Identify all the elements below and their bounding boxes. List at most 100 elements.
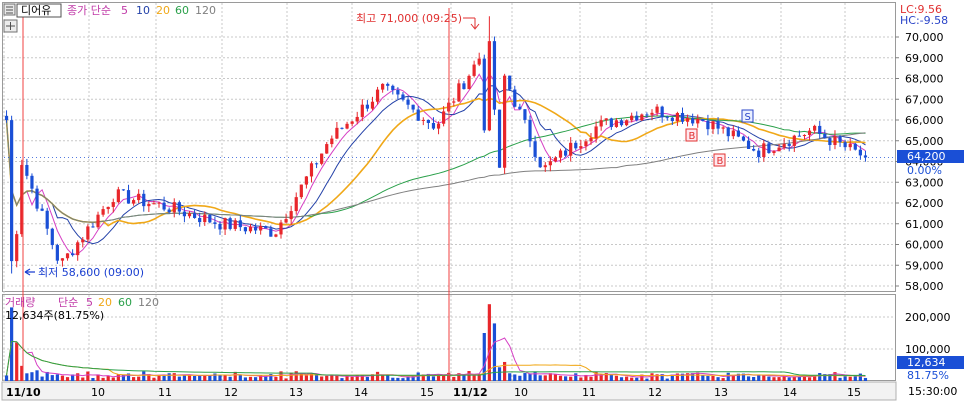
- volume-bar: [340, 378, 344, 381]
- volume-bar: [116, 374, 120, 381]
- candle-body: [172, 202, 176, 213]
- candle-body: [375, 89, 380, 102]
- volume-bar: [711, 376, 715, 381]
- volume-bar: [406, 376, 410, 381]
- candle-body: [101, 209, 105, 215]
- volume-bar: [706, 376, 710, 381]
- volume-bar: [126, 373, 131, 381]
- volume-bar: [111, 377, 115, 381]
- volume-bar: [528, 373, 532, 381]
- volume-bar: [635, 377, 639, 381]
- volume-bar: [65, 377, 70, 381]
- volume-bar: [274, 376, 278, 381]
- candle-body: [477, 58, 481, 65]
- volume-bar: [685, 373, 690, 381]
- volume-bar: [548, 373, 552, 381]
- candle-body: [757, 150, 761, 158]
- candle-body: [15, 234, 19, 262]
- candle-body: [579, 146, 583, 149]
- candle-body: [624, 120, 629, 126]
- volume-bar: [386, 374, 390, 381]
- candle-body: [807, 130, 812, 135]
- candle-body: [863, 155, 868, 158]
- candle-body: [116, 189, 120, 203]
- candle-body: [543, 165, 547, 168]
- candle-body: [503, 75, 507, 168]
- stock-name-box[interactable]: [16, 3, 62, 18]
- volume-bar: [777, 377, 781, 381]
- time-tick-label: 10: [91, 386, 105, 399]
- candle-body: [797, 135, 801, 137]
- volume-bar: [121, 374, 126, 381]
- volume-bar: [675, 373, 680, 381]
- volume-bar: [701, 375, 705, 381]
- candle-body: [381, 83, 385, 90]
- candle-body: [828, 138, 832, 145]
- price-ma-label: 종가 단순: [67, 4, 111, 17]
- candle-body: [848, 143, 852, 148]
- volume-bar: [752, 376, 756, 381]
- volume-bar: [782, 376, 786, 381]
- volume-bar: [660, 374, 664, 381]
- candle-body: [645, 114, 649, 116]
- volume-bar: [152, 377, 156, 381]
- candle-body: [630, 115, 634, 121]
- volume-bar: [294, 371, 298, 381]
- candle-body: [599, 120, 603, 127]
- candle-body: [91, 226, 95, 228]
- candle-body: [111, 202, 115, 207]
- candle-body: [330, 138, 334, 145]
- candle-body: [589, 138, 593, 142]
- volume-bar: [828, 374, 832, 381]
- volume-bar: [482, 333, 486, 381]
- candle-body: [228, 218, 232, 229]
- time-tick-label: 10: [514, 386, 528, 399]
- buy-signal-2[interactable]: [713, 153, 726, 167]
- candle-body: [177, 202, 181, 212]
- volume-bar: [467, 371, 471, 381]
- candle-body: [167, 209, 171, 213]
- volume-bar: [523, 373, 527, 381]
- time-tick-label: 13: [289, 386, 303, 399]
- buy-signal-1[interactable]: [685, 128, 698, 142]
- price-axis-labels: 70,00069,00068,00067,00066,00065,00064,0…: [905, 31, 944, 293]
- volume-bar: [269, 373, 273, 381]
- candle-body: [121, 189, 126, 191]
- candle-body: [731, 130, 735, 137]
- volume-bars: [4, 304, 868, 381]
- current-price-tag: [897, 150, 964, 163]
- volume-percent: 81.75%: [907, 369, 949, 382]
- volume-bar: [823, 374, 827, 381]
- candle-body: [619, 120, 624, 126]
- volume-bar: [40, 376, 44, 381]
- time-tick-label: 11: [582, 386, 596, 399]
- volume-bar: [792, 376, 796, 381]
- candle-body: [25, 164, 29, 176]
- sell-signal[interactable]: [741, 109, 754, 123]
- volume-bar: [375, 371, 380, 381]
- ma120-line: [6, 120, 866, 223]
- volume-bar: [691, 373, 695, 381]
- volume-bar: [787, 377, 791, 381]
- candle-body: [10, 120, 14, 262]
- volume-bar: [289, 372, 293, 381]
- buy-signal-1-label: B: [689, 131, 696, 142]
- volume-bar: [431, 376, 436, 381]
- candle-body: [76, 242, 80, 256]
- volume-bar: [640, 374, 644, 381]
- candle-body: [838, 136, 842, 143]
- volume-bar: [741, 373, 746, 381]
- candle-body: [691, 118, 695, 124]
- candle-body: [65, 253, 70, 259]
- time-tick-label: 11/10: [6, 386, 41, 399]
- volume-ma-label: 단순: [58, 296, 78, 309]
- candle-body: [416, 109, 420, 121]
- candle-body: [853, 143, 857, 150]
- time-tick-label: 14: [783, 386, 797, 399]
- candle-body: [345, 123, 349, 129]
- candle-body: [309, 163, 314, 177]
- candle-body: [457, 83, 461, 102]
- volume-bar: [157, 375, 161, 381]
- volume-bar: [818, 373, 822, 381]
